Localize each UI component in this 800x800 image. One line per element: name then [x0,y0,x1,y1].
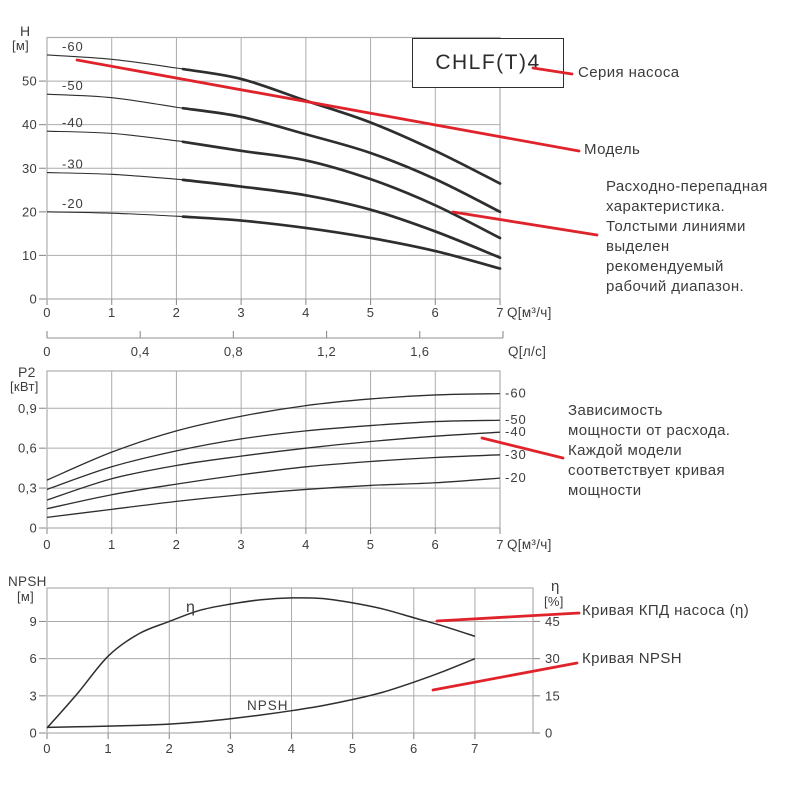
svg-text:3: 3 [237,305,245,320]
svg-text:0,3: 0,3 [18,481,37,496]
svg-text:-30: -30 [505,447,527,462]
curve--40-recommended [181,140,502,240]
annotation-power-curves: Зависимость мощности от расхода. Каждой … [568,402,731,499]
svg-text:0: 0 [43,344,51,359]
svg-text:30: 30 [22,161,37,176]
svg-text:η: η [186,599,195,616]
curve--50 [46,419,501,491]
svg-text:9: 9 [29,614,37,629]
curve--20 [46,477,501,519]
svg-text:0,8: 0,8 [224,344,243,359]
svg-text:4: 4 [302,537,310,552]
svg-text:0: 0 [29,726,37,741]
annotation-model: Модель [584,141,641,158]
curve--40 [46,431,501,501]
svg-text:-60: -60 [62,39,84,54]
svg-text:6: 6 [432,305,440,320]
svg-text:45: 45 [545,614,560,629]
svg-text:50: 50 [22,74,37,89]
svg-text:0,4: 0,4 [131,344,150,359]
svg-text:-40: -40 [62,115,84,130]
svg-text:1: 1 [108,537,116,552]
svg-text:[м]: [м] [12,38,29,53]
svg-text:5: 5 [349,741,357,756]
curve--60 [46,54,185,70]
svg-text:3: 3 [29,688,37,703]
svg-text:η: η [551,578,560,595]
svg-text:4: 4 [288,741,296,756]
chart-power: 0 0,3 0,6 0,9 0 1 2 3 4 5 6 7 Q[м³/ч] P2[кВт] -60 -50-4… [10,364,552,552]
svg-text:-30: -30 [62,157,84,172]
svg-text:[%]: [%] [544,594,564,609]
svg-text:0: 0 [43,305,51,320]
svg-text:NPSH: NPSH [247,698,289,713]
svg-text:1: 1 [108,305,116,320]
svg-text:6: 6 [29,651,37,666]
curve--30 [46,454,501,510]
svg-text:0: 0 [29,521,37,536]
curve--60 [46,392,501,481]
curve--20-recommended [181,215,502,270]
svg-text:1,6: 1,6 [410,344,429,359]
annotation-pump-series: Серия насоса [578,64,680,81]
svg-text:0: 0 [43,741,51,756]
svg-text:6: 6 [410,741,418,756]
svg-text:40: 40 [22,117,37,132]
svg-text:Q[м³/ч]: Q[м³/ч] [507,537,552,552]
svg-text:Q[л/с]: Q[л/с] [508,344,546,359]
svg-text:3: 3 [227,741,235,756]
annotation-npsh-curve: Кривая NPSH [582,650,682,667]
svg-text:-20: -20 [505,470,527,485]
svg-text:4: 4 [302,305,310,320]
svg-text:P2: P2 [18,364,36,380]
svg-text:-20: -20 [62,196,84,211]
svg-text:-40: -40 [505,424,527,439]
svg-text:2: 2 [165,741,173,756]
svg-text:-50: -50 [62,78,84,93]
annotation-efficiency-curve: Кривая КПД насоса (η) [582,602,750,619]
svg-text:NPSH: NPSH [8,574,47,589]
curve--20 [46,211,185,218]
curve-η [46,597,476,729]
svg-text:5: 5 [367,537,375,552]
svg-text:H: H [20,23,30,39]
annotation-flow-head-characteristic: Расходно-перепадная характеристика. Толс… [606,178,768,295]
svg-text:2: 2 [173,305,181,320]
svg-text:Q[м³/ч]: Q[м³/ч] [507,305,552,320]
svg-text:15: 15 [545,688,560,703]
svg-text:10: 10 [22,248,37,263]
svg-text:[м]: [м] [17,589,34,604]
svg-text:7: 7 [496,305,504,320]
svg-text:5: 5 [367,305,375,320]
svg-text:2: 2 [173,537,181,552]
curve--40 [46,130,185,143]
svg-text:0: 0 [43,537,51,552]
svg-text:0: 0 [545,726,553,741]
svg-text:0,9: 0,9 [18,401,37,416]
svg-text:3: 3 [237,537,245,552]
svg-text:0,6: 0,6 [18,441,37,456]
curve--30 [46,172,185,181]
svg-text:-50: -50 [505,412,527,427]
curve--50 [46,93,185,109]
svg-text:7: 7 [471,741,479,756]
svg-text:20: 20 [22,204,37,219]
svg-text:-60: -60 [505,386,527,401]
svg-text:1,2: 1,2 [317,344,336,359]
svg-text:1: 1 [104,741,112,756]
svg-text:6: 6 [432,537,440,552]
pump-series-box: CHLF(T)4 [412,38,564,88]
pump-series-label: CHLF(T)4 [435,51,541,74]
svg-text:7: 7 [496,537,504,552]
svg-text:[кВт]: [кВт] [10,379,39,394]
curve-NPSH [46,657,476,729]
curve--30-recommended [181,178,502,259]
svg-text:30: 30 [545,651,560,666]
svg-text:0: 0 [29,292,37,307]
